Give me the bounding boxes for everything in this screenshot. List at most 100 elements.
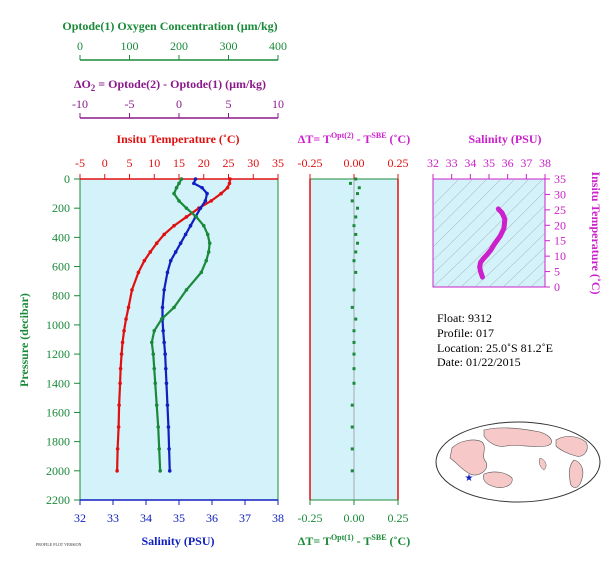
series-point-2 xyxy=(153,381,158,386)
oxygen-axis-tick-label: 300 xyxy=(220,39,238,53)
series-point-2 xyxy=(205,232,210,237)
series-point-0 xyxy=(119,352,124,356)
series-point-2 xyxy=(201,223,206,228)
ts-salinity-tick-label: 32 xyxy=(427,156,439,170)
delta-t-point xyxy=(354,232,358,236)
ts-contour-line xyxy=(433,179,474,220)
delta-t-points xyxy=(348,177,361,473)
series-point-0 xyxy=(148,250,153,254)
delta-t-point xyxy=(354,317,358,321)
delta-t-point xyxy=(352,329,356,333)
ts-salinity-tick-label: 35 xyxy=(483,156,495,170)
salinity-axis-tick-label: 38 xyxy=(272,511,284,525)
series-point-2 xyxy=(149,340,154,345)
float-location-marker: ★ xyxy=(465,473,474,484)
ts-temp-axis-title: Insitu Temperature (˚C) xyxy=(589,171,603,294)
series-point-1 xyxy=(193,177,198,181)
ts-temp-tick-label: 0 xyxy=(554,280,560,294)
series-point-2 xyxy=(172,191,176,196)
oxygen-axis-tick-label: 100 xyxy=(121,39,139,53)
salinity-axis-tick-label: 37 xyxy=(239,511,251,525)
salinity-axis-tick-label: 36 xyxy=(206,511,218,525)
delta-t-point xyxy=(354,270,358,274)
series-point-2 xyxy=(152,366,157,371)
ts-curve xyxy=(477,206,508,280)
series-point-0 xyxy=(126,305,131,310)
float-id: Float: 9312 xyxy=(437,311,492,325)
series-point-2 xyxy=(199,270,204,275)
pressure-tick-label: 1200 xyxy=(46,347,70,361)
delta-t-point xyxy=(354,250,358,254)
ts-contour-line xyxy=(433,179,488,234)
version-stamp: PROFILE PLOT VERSION xyxy=(36,542,82,547)
pressure-tick-label: 1400 xyxy=(46,376,70,390)
series-point-0 xyxy=(115,447,120,451)
delta-t-point xyxy=(350,305,354,309)
ts-contour-line xyxy=(460,204,545,287)
ts-contour-line xyxy=(488,232,545,287)
ts-contour-line xyxy=(502,246,545,287)
series-point-0 xyxy=(225,185,230,190)
profile-panel xyxy=(79,178,279,501)
series-point-2 xyxy=(154,403,159,407)
series-point-1 xyxy=(165,403,170,407)
delta-o2-axis-title: ΔO2 = Optode(2) - Optode(1) (µm/kg) xyxy=(74,77,266,93)
series-point-0 xyxy=(118,366,123,371)
pressure-axis-title: Pressure (decibar) xyxy=(17,293,31,387)
ts-contour-line xyxy=(559,179,616,287)
pressure-tick-label: 0 xyxy=(64,172,70,186)
delta-t-top-axis-tick-label: -0.25 xyxy=(298,156,323,170)
series-point-0 xyxy=(154,241,159,245)
ts-temp-tick-label: 30 xyxy=(554,187,566,201)
ts-contour-line xyxy=(530,273,545,287)
delta-t-point xyxy=(352,367,356,371)
series-point-0 xyxy=(184,215,189,219)
ts-salinity-title: Salinity (PSU) xyxy=(468,132,541,146)
salinity-axis-tick-label: 32 xyxy=(74,511,86,525)
ts-contour-line xyxy=(433,179,460,206)
temperature-axis-tick-label: 20 xyxy=(198,156,210,170)
series-point-1 xyxy=(167,469,172,473)
delta-t-bottom-axis-tick-label: 0.25 xyxy=(388,511,409,525)
series-point-1 xyxy=(200,185,204,190)
pressure-axis: 0 200 400 600 800 1000 1200 1400 1600 1800 2000 220… xyxy=(46,172,314,507)
series-point-1 xyxy=(183,232,188,237)
ts-salinity-tick-label: 33 xyxy=(446,156,458,170)
pressure-tick-label: 1800 xyxy=(46,435,70,449)
pressure-tick-label: 400 xyxy=(52,230,70,244)
series-point-0 xyxy=(228,177,232,181)
temperature-axis-tick-label: 10 xyxy=(148,156,160,170)
series-point-2 xyxy=(177,199,181,203)
series-point-2 xyxy=(179,177,184,181)
delta-o2-axis-tick-label: 5 xyxy=(226,97,232,111)
temperature-axis-tick-label: 0 xyxy=(102,156,108,170)
profile-number: Profile: 017 xyxy=(437,326,494,340)
delta-t-axis: -0.25 0.00 0.25 -0.25 0.00 0.25 xyxy=(298,156,409,525)
series-point-2 xyxy=(159,317,164,321)
delta-t-point xyxy=(356,241,360,245)
series-point-1 xyxy=(192,181,196,186)
ts-contour-line xyxy=(433,179,544,287)
series-point-0 xyxy=(120,340,125,345)
series-point-2 xyxy=(177,181,181,186)
delta-t-bottom-axis-tick-label: 0.00 xyxy=(344,511,365,525)
temperature-axis: -5 0 5 10 15 20 25 30 35 xyxy=(75,156,284,179)
series-point-1 xyxy=(198,206,203,210)
pressure-tick-label: 600 xyxy=(52,260,70,274)
series-point-1 xyxy=(205,191,209,196)
series-point-0 xyxy=(116,425,121,429)
ts-temp-tick-label: 25 xyxy=(554,203,566,217)
delta-t-point xyxy=(352,381,356,385)
delta-t-point xyxy=(352,224,356,228)
delta-t-point xyxy=(348,181,352,185)
pressure-tick-label: 1600 xyxy=(46,405,70,419)
delta-t-point xyxy=(354,215,358,219)
temperature-axis-tick-label: 35 xyxy=(272,156,284,170)
series-point-2 xyxy=(194,215,199,219)
series-point-1 xyxy=(173,250,178,254)
world-map: ★ xyxy=(435,421,601,503)
series-point-1 xyxy=(160,305,165,310)
delta-t-point xyxy=(352,288,356,292)
ts-contour-line xyxy=(433,179,516,261)
salinity-axis: 32 33 34 35 36 37 38 xyxy=(74,500,284,525)
